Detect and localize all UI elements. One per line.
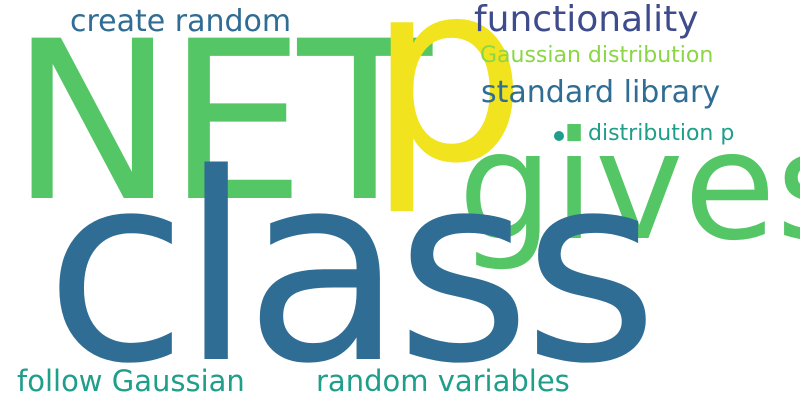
word-standard-library: standard library xyxy=(481,75,721,110)
word-dot xyxy=(554,131,564,141)
word-random-variables: random variables xyxy=(316,364,570,398)
word-gives: gives xyxy=(458,100,800,274)
word-create-random: create random xyxy=(70,4,292,39)
word-class: class xyxy=(45,119,658,400)
word-net: NET xyxy=(10,0,432,250)
word-gaussian-distribution: Gaussian distribution xyxy=(480,43,714,68)
word-distribution-p: distribution p xyxy=(588,121,735,146)
word-p: p xyxy=(368,0,527,218)
word-follow-gaussian: follow Gaussian xyxy=(17,364,245,398)
word-functionality: functionality xyxy=(474,0,699,40)
